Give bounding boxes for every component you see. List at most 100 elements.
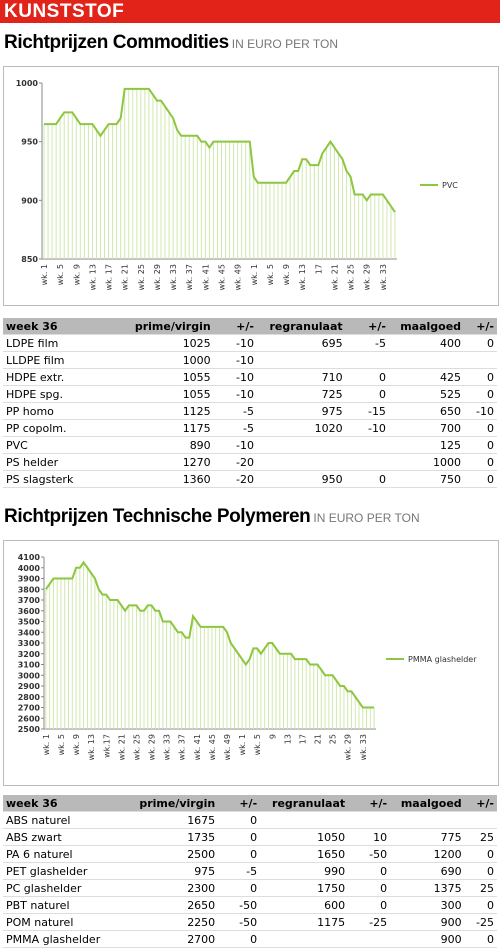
- table-cell: [345, 436, 389, 454]
- table-cell: 950: [256, 470, 346, 488]
- series-line: [44, 87, 396, 213]
- table-cell: 600: [260, 896, 349, 914]
- y-tick-label: 4100: [18, 553, 41, 562]
- table-cell: 2650: [123, 896, 219, 914]
- table-cell: [464, 351, 497, 369]
- table-row: ABS zwart 1735 0 1050 10 775 25: [3, 828, 497, 846]
- table-row: HDPE spg. 1055 -10 725 0 525 0: [3, 385, 497, 403]
- x-tick-label: wk. 41: [193, 734, 202, 760]
- table-cell: 0: [464, 368, 497, 386]
- x-tick-label: wk. 33: [359, 734, 368, 760]
- table-row: HDPE extr. 1055 -10 710 0 425 0: [3, 368, 497, 386]
- table-cell: 25: [464, 879, 497, 897]
- x-tick-label: 21: [314, 734, 323, 744]
- y-tick-label: 3700: [18, 596, 41, 605]
- series-line: [45, 560, 375, 709]
- table-cell: -50: [218, 913, 261, 931]
- x-tick-label: 17: [314, 264, 323, 274]
- section-title: Richtprijzen Technische Polymeren: [4, 506, 311, 527]
- table-cell: 1000: [118, 351, 214, 369]
- table-cell: ABS zwart: [3, 828, 124, 846]
- table-cell: 0: [218, 828, 261, 846]
- x-tick-label: wk. 45: [218, 264, 227, 290]
- section-heading: Richtprijzen Commodities IN EURO PER TON: [4, 32, 338, 54]
- y-tick-label: 2800: [18, 693, 41, 702]
- table-cell: 0: [348, 879, 391, 897]
- y-tick-label: 950: [21, 138, 38, 147]
- table-cell: 650: [388, 402, 465, 420]
- x-tick-label: wk. 37: [185, 264, 194, 290]
- x-tick-label: wk. 1: [40, 264, 49, 285]
- table-cell: 710: [256, 368, 346, 386]
- x-tick-label: 13: [283, 734, 292, 744]
- table-cell: [464, 811, 497, 829]
- table-cell: 1000: [388, 453, 465, 471]
- table-cell: 1125: [118, 402, 214, 420]
- x-tick-label: 25: [329, 734, 338, 744]
- chart: 2500260027002800290030003100320033003400…: [18, 553, 477, 760]
- table-cell: -50: [218, 896, 261, 914]
- table-cell: -10: [213, 436, 257, 454]
- table-cell: -10: [345, 419, 389, 437]
- table-cell: prime/virgin: [118, 318, 214, 335]
- table-row: PP homo 1125 -5 975 -15 650 -10: [3, 402, 497, 420]
- y-tick-label: 2700: [18, 704, 41, 713]
- table-cell: 2500: [123, 845, 219, 863]
- section-unit: IN EURO PER TON: [231, 37, 339, 51]
- table-cell: 1675: [123, 811, 219, 829]
- y-tick-label: 4000: [18, 564, 41, 573]
- table-cell: 425: [388, 368, 465, 386]
- table-cell: +/-: [464, 318, 497, 335]
- table-cell: PS slagsterk: [3, 470, 119, 488]
- table-cell: 900: [390, 913, 465, 931]
- table-cell: PET glashelder: [3, 862, 124, 880]
- table-header: week 36 prime/virgin +/- regranulaat +/- maal…: [3, 795, 497, 812]
- table-cell: -20: [213, 453, 257, 471]
- table-cell: 1175: [118, 419, 214, 437]
- table-row: PA 6 naturel 2500 0 1650 -50 1200 0: [3, 845, 497, 863]
- x-tick-label: wk. 33: [379, 264, 388, 290]
- table-cell: ABS naturel: [3, 811, 124, 829]
- table-cell: HDPE extr.: [3, 368, 119, 386]
- table-cell: [345, 351, 389, 369]
- section-unit: IN EURO PER TON: [313, 511, 420, 525]
- chart-frame: 850 900 950 1000 wk. 1 wk. 5 wk. 9 wk. 13 wk. 17…: [3, 66, 499, 306]
- table-cell: PP homo: [3, 402, 119, 420]
- table-cell: 1270: [118, 453, 214, 471]
- y-tick-label: 2600: [18, 714, 41, 723]
- table-cell: -5: [218, 862, 261, 880]
- x-tick-label: 9: [268, 734, 277, 739]
- table-cell: -5: [345, 334, 389, 352]
- x-tick-label: wk. 29: [344, 734, 353, 760]
- table-cell: 1650: [260, 845, 349, 863]
- x-tick-label: wk. 9: [72, 734, 81, 755]
- table-cell: -5: [213, 419, 257, 437]
- x-tick-label: wk. 49: [234, 264, 243, 290]
- x-tick-label: wk. 25: [132, 734, 141, 760]
- x-tick-label: wk. 5: [253, 734, 262, 755]
- table-cell: +/-: [348, 795, 391, 812]
- table-row: ABS naturel 1675 0: [3, 811, 497, 829]
- x-tick-label: wk. 17: [105, 264, 114, 290]
- table-row: PVC 890 -10 125 0: [3, 436, 497, 454]
- table-cell: regranulaat: [260, 795, 349, 812]
- x-tick-label: wk. 25: [137, 264, 146, 290]
- table-cell: 690: [390, 862, 465, 880]
- x-tick-label: wk. 5: [266, 264, 275, 285]
- table-cell: -10: [213, 385, 257, 403]
- x-tick-label: wk. 21: [121, 264, 130, 290]
- price-table: week 36 prime/virgin +/- regranulaat +/- maal…: [3, 318, 497, 488]
- x-tick-label: wk. 29: [363, 264, 372, 290]
- y-tick-label: 3500: [18, 618, 41, 627]
- table-cell: 2300: [123, 879, 219, 897]
- table-row: PS slagsterk 1360 -20 950 0 750 0: [3, 470, 497, 488]
- table-cell: [260, 811, 349, 829]
- x-tick-label: wk. 9: [282, 264, 291, 285]
- table-cell: 1175: [260, 913, 349, 931]
- table-cell: PS helder: [3, 453, 119, 471]
- table-cell: 1055: [118, 385, 214, 403]
- table-cell: [256, 436, 346, 454]
- table-cell: -50: [348, 845, 391, 863]
- table-cell: LDPE film: [3, 334, 119, 352]
- table-cell: POM naturel: [3, 913, 124, 931]
